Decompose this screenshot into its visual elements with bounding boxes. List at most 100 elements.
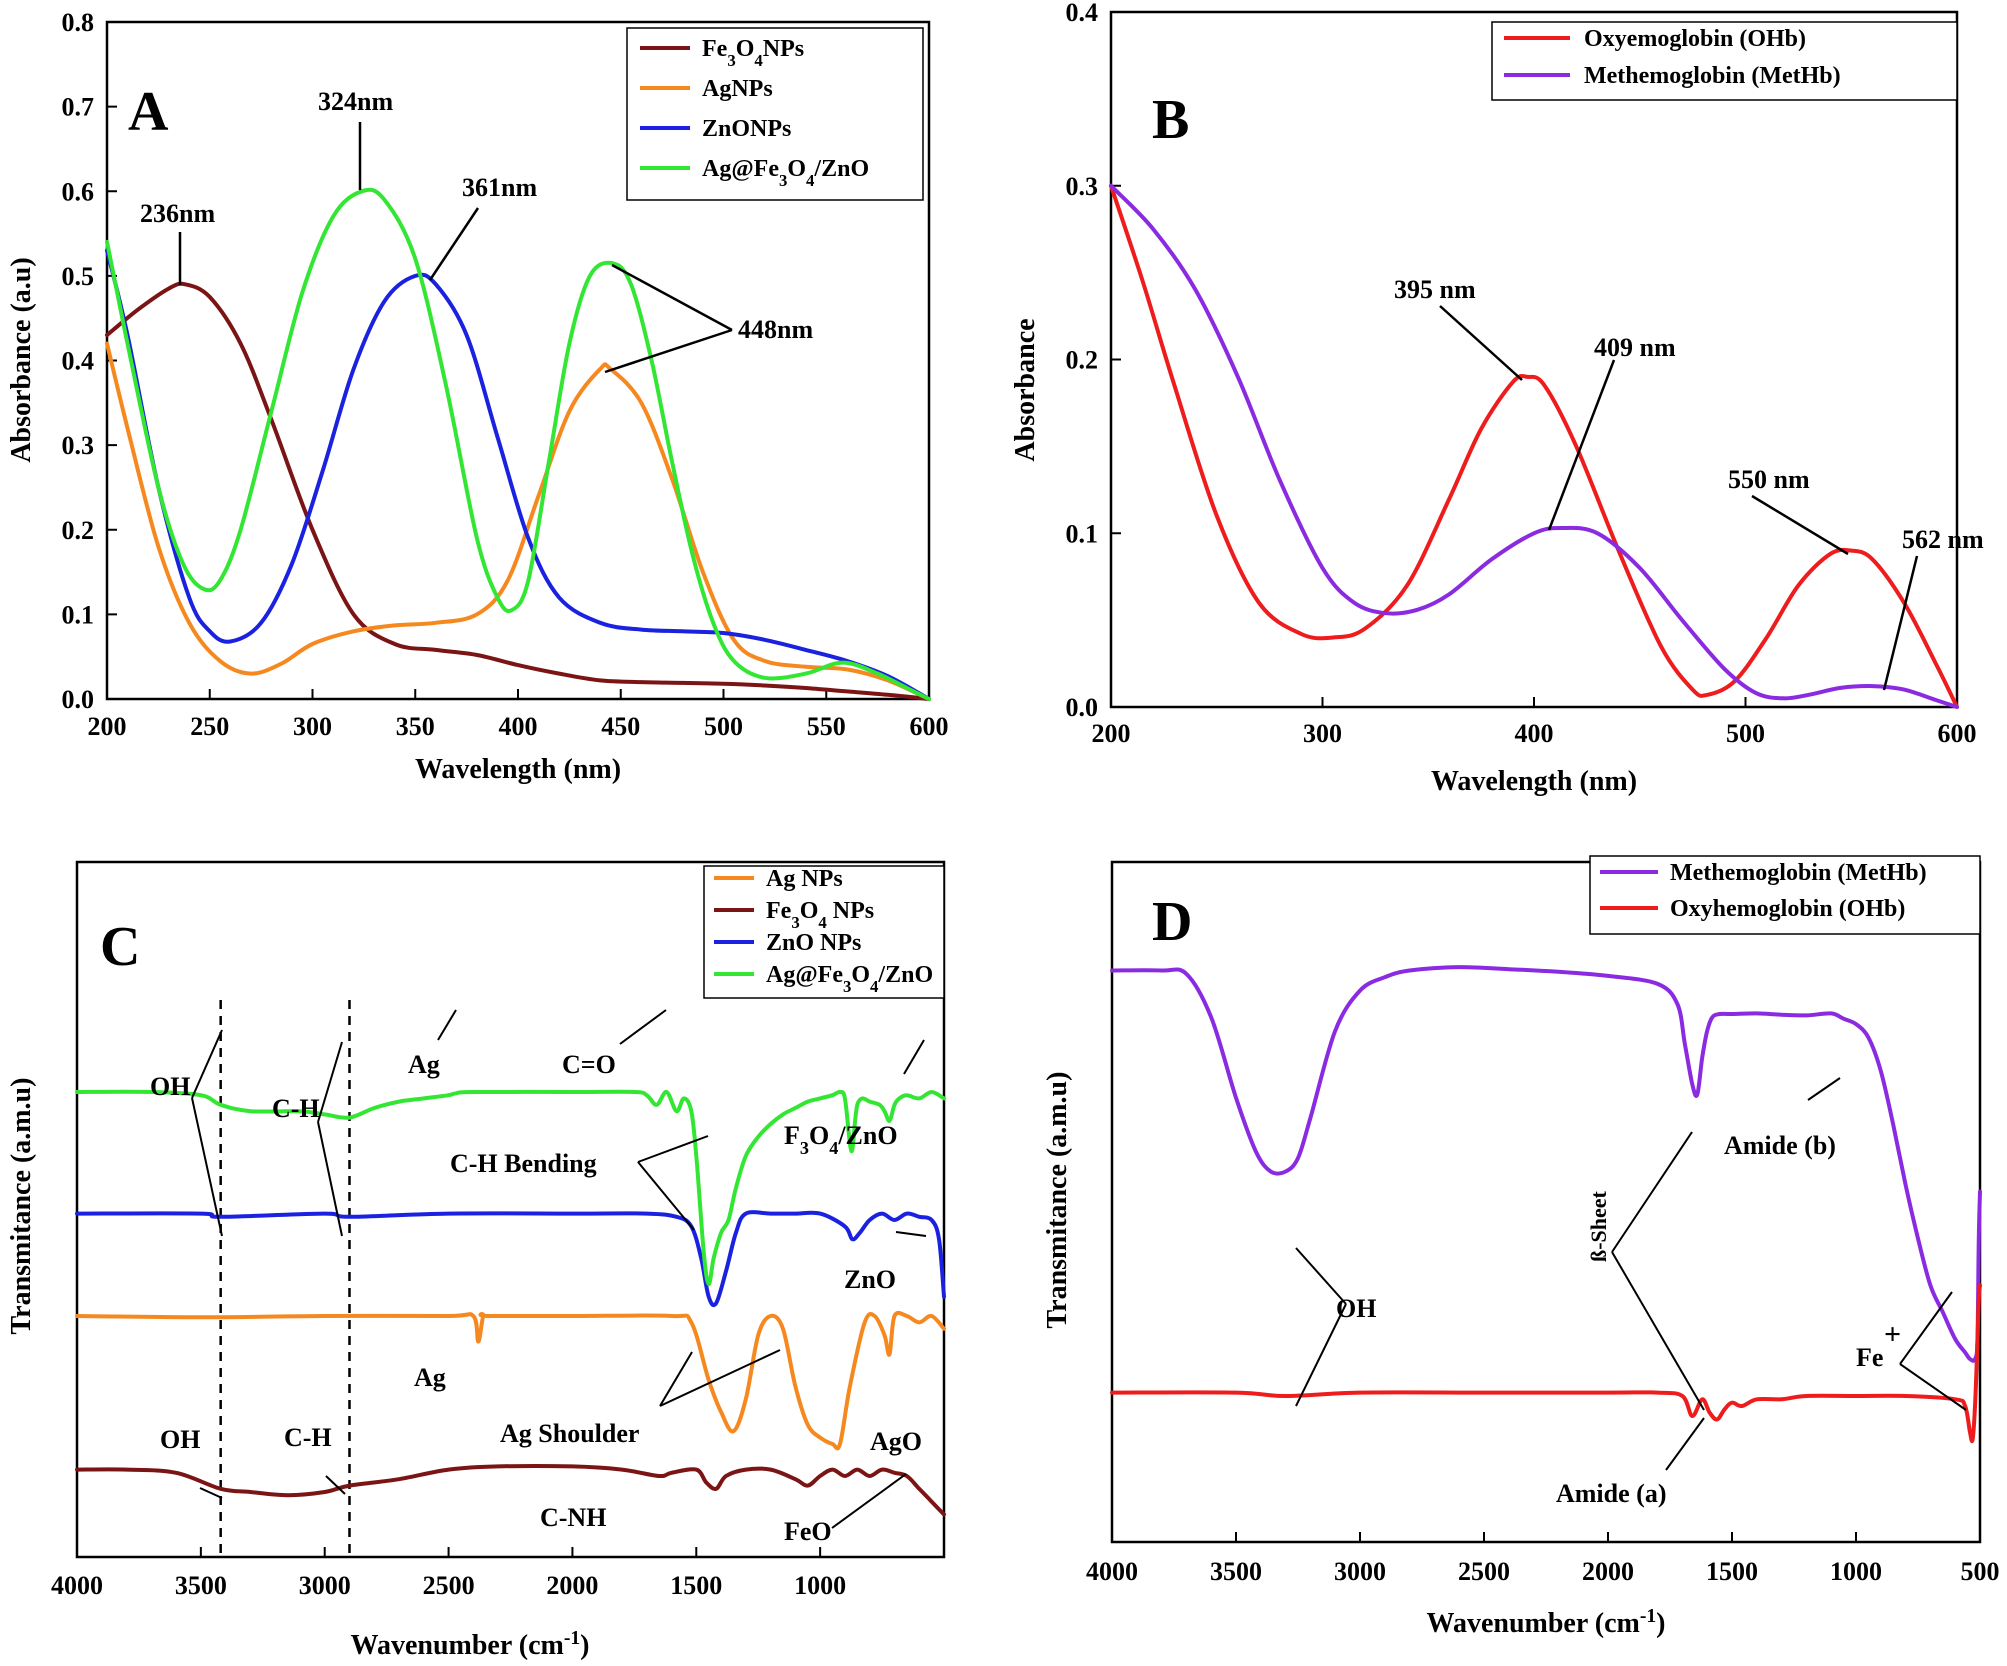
x-tick-label: 2000 (1582, 1557, 1634, 1586)
panel-b: 200 300 400 500 600 0.0 0.1 0.2 0.3 0.4 395 nm 40… (1010, 0, 1984, 797)
series-line-oxyhemoglobin-ohb- (1110, 1283, 1982, 1444)
x-tick-label: 3000 (299, 1571, 351, 1600)
annotation-ag-mid: Ag (414, 1363, 446, 1392)
annotation-zno: ZnO (844, 1265, 896, 1294)
x-tick-label: 200 (88, 712, 127, 741)
callout-line-448nm-orange (604, 328, 733, 374)
callout-line-562nm (1882, 555, 1919, 691)
y-tick-label: 0.4 (62, 347, 95, 376)
x-tick-label: 2000 (546, 1571, 598, 1600)
callout-oh-darkred (199, 1487, 223, 1499)
panel-b-frame (1109, 10, 1959, 709)
legend-label: Fe3O4 NPs (766, 898, 874, 932)
annotation-fe-plus: + (1884, 1318, 1901, 1351)
x-tick-label: 200 (1092, 719, 1131, 748)
annotation-236nm: 236nm (140, 199, 215, 228)
x-tick-label: 3500 (1210, 1557, 1262, 1586)
annotation-c-nh: C-NH (540, 1503, 606, 1532)
callout-line-395nm (1439, 305, 1523, 381)
series-line-zno-nps (75, 1210, 946, 1308)
panel-d-frame (1110, 860, 1982, 1544)
series-line-fe3o4nps (105, 281, 931, 701)
series-line-methemoglobin-methb- (1110, 965, 1982, 1363)
y-tick-label: 0.5 (62, 262, 95, 291)
callout-ch-blue (317, 1121, 343, 1237)
legend-label: ZnO NPs (766, 930, 861, 956)
annotation-amide-a: Amide (a) (1556, 1479, 1666, 1508)
annotation-f3o4-zno: F3O4/ZnO (784, 1121, 898, 1158)
callout-bsheet-red (1611, 1251, 1705, 1411)
annotation-beta-sheet: ß-Sheet (1586, 1190, 1611, 1262)
x-tick-label: 3000 (1334, 1557, 1386, 1586)
callout-ch-darkred (325, 1475, 346, 1495)
x-tick-label: 4000 (1086, 1557, 1138, 1586)
x-tick-label: 600 (1938, 719, 1977, 748)
legend-label: AgNPs (702, 76, 773, 102)
annotation-448nm: 448nm (738, 315, 813, 344)
callout-fe-purple (1899, 1291, 1953, 1365)
panel-d-ticks: 4000 3500 3000 2500 2000 1500 1000 500 (1086, 1532, 2000, 1586)
callout-amide-a (1665, 1417, 1705, 1471)
callout-oh-blue (191, 1097, 223, 1237)
callout-oh-green (191, 1029, 223, 1099)
x-tick-label: 450 (601, 712, 640, 741)
x-tick-label: 300 (1303, 719, 1342, 748)
x-tick-label: 1000 (794, 1571, 846, 1600)
annotation-562nm: 562 nm (1902, 525, 1984, 554)
x-axis-label-b: Wavelength (nm) (1431, 766, 1637, 797)
legend-label: Oxyemoglobin (OHb) (1584, 26, 1806, 52)
callout-bsheet-purple (1611, 1131, 1693, 1253)
x-axis-label-a: Wavelength (nm) (415, 754, 621, 785)
y-axis-label-d: Transmitance (a.m.u) (1042, 1072, 1073, 1329)
panel-a-ticks: 200 250 300 350 400 450 500 550 600 0.0 0.1 0.2 0.3 0… (62, 8, 949, 741)
x-tick-label: 400 (1515, 719, 1554, 748)
annotation-395nm: 395 nm (1394, 275, 1476, 304)
y-tick-label: 0.4 (1066, 0, 1099, 27)
legend-label: Oxyhemoglobin (OHb) (1670, 896, 1905, 922)
x-tick-label: 550 (807, 712, 846, 741)
callout-amide-b (1807, 1077, 1841, 1101)
annotation-324nm: 324nm (318, 87, 393, 116)
y-tick-label: 0.7 (62, 93, 95, 122)
callout-fe-red (1899, 1363, 1967, 1411)
legend-b-box (1491, 21, 1958, 101)
annotation-oh-top: OH (150, 1072, 190, 1101)
panel-c: 4000 3500 3000 2500 2000 1500 1000 OH C-H Ag C… (6, 860, 946, 1661)
x-tick-label: 300 (293, 712, 332, 741)
series-line-oxyemoglobin-ohb- (1109, 183, 1959, 709)
panel-label-d: D (1152, 891, 1192, 953)
callout-agshoulder-2 (659, 1349, 781, 1407)
legend-a: Fe3O4NPs AgNPs ZnONPs Ag@Fe3O4/ZnO (626, 27, 924, 201)
x-tick-label: 2500 (423, 1571, 475, 1600)
y-tick-label: 0.3 (1066, 172, 1099, 201)
series-line-ag-nps (75, 1310, 946, 1451)
x-tick-label: 1500 (1706, 1557, 1758, 1586)
callout-agshoulder-1 (659, 1351, 693, 1407)
annotation-ch-bottom: C-H (284, 1423, 332, 1452)
annotation-ago: AgO (870, 1427, 922, 1456)
annotation-550nm: 550 nm (1728, 465, 1810, 494)
x-tick-label: 3500 (175, 1571, 227, 1600)
x-tick-label: 400 (499, 712, 538, 741)
annotation-361nm: 361nm (462, 173, 537, 202)
annotation-co: C=O (562, 1050, 616, 1079)
callout-line-448nm-green (611, 263, 733, 332)
series-line-agnps (105, 341, 931, 701)
series-line-znonps (105, 248, 931, 701)
annotation-ag-top: Ag (408, 1050, 440, 1079)
panel-label-b: B (1152, 89, 1189, 151)
callout-line-409nm (1547, 359, 1616, 531)
panel-label-c: C (100, 916, 140, 978)
panel-a-callouts (178, 122, 733, 374)
panel-c-dashed-lines (219, 1000, 351, 1557)
panel-c-callouts (191, 1009, 927, 1529)
legend-b: Oxyemoglobin (OHb) Methemoglobin (MetHb) (1491, 21, 1958, 101)
panel-d-callouts (1295, 1077, 1967, 1471)
x-tick-label: 250 (190, 712, 229, 741)
y-tick-label: 0.0 (1066, 693, 1099, 722)
y-tick-label: 0.2 (1066, 346, 1099, 375)
callout-ag-green (437, 1009, 457, 1041)
x-tick-label: 500 (1726, 719, 1765, 748)
y-axis-label-b: Absorbance (1010, 318, 1041, 461)
